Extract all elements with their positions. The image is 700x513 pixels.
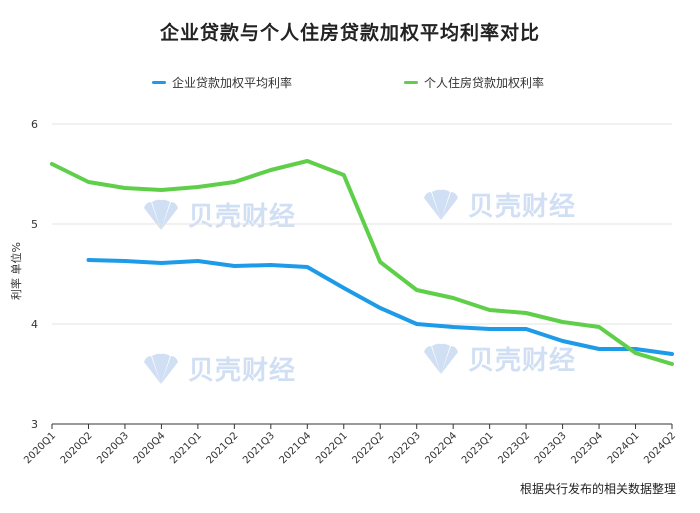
x-tick-label: 2023Q4 [569,430,605,466]
y-tick-label: 4 [31,318,38,331]
legend-item-housing: 个人住房贷款加权利率 [404,74,544,91]
chart-title: 企业贷款与个人住房贷款加权平均利率对比 [159,22,540,44]
y-tick-label: 3 [31,418,38,431]
x-tick-label: 2021Q3 [241,430,277,466]
legend: 企业贷款加权平均利率 个人住房贷款加权利率 [0,74,700,92]
x-tick-label: 2023Q1 [460,430,496,466]
series-line-housing [50,159,674,366]
legend-label-corporate: 企业贷款加权平均利率 [172,76,293,90]
x-tick-label: 2020Q2 [59,430,95,466]
x-tick-label: 2022Q4 [423,430,459,466]
x-tick-label: 2023Q3 [533,430,569,466]
shell-icon [144,199,178,230]
shell-icon [424,343,458,374]
x-tick-label: 2020Q4 [132,430,168,466]
x-tick-label: 2023Q2 [496,430,532,466]
x-tick-label: 2021Q1 [168,430,204,466]
x-tick-label: 2020Q3 [95,430,131,466]
watermark-text: 贝壳财经 [188,356,297,386]
legend-item-corporate: 企业贷款加权平均利率 [152,74,292,91]
legend-swatch-housing [404,81,418,84]
x-tick-label: 2024Q2 [642,430,678,466]
x-tick-label: 2020Q1 [22,430,58,466]
y-tick-label: 5 [31,218,38,231]
x-tick-label: 2022Q1 [314,430,350,466]
watermark-logo: 贝壳财经 [138,350,296,387]
x-tick-label: 2021Q4 [278,430,314,466]
x-tick-label: 2024Q1 [606,430,642,466]
x-tick-label: 2021Q2 [205,430,241,466]
watermark-logo: 贝壳财经 [418,186,576,223]
legend-swatch-corporate [152,81,166,84]
legend-label-housing: 个人住房贷款加权利率 [424,76,545,90]
x-tick-label: 2022Q3 [387,430,423,466]
shell-icon [424,189,458,220]
shell-icon [144,353,178,384]
x-tick-label: 2022Q2 [351,430,387,466]
watermark-logo: 贝壳财经 [138,196,296,233]
watermark-text: 贝壳财经 [468,346,577,376]
y-tick-label: 6 [31,118,38,131]
watermark-text: 贝壳财经 [468,192,577,222]
source-note: 根据央行发布的相关数据整理 [519,482,676,496]
watermark-logo: 贝壳财经 [418,340,576,377]
series-line-corporate [86,258,674,356]
watermark-text: 贝壳财经 [188,202,297,232]
